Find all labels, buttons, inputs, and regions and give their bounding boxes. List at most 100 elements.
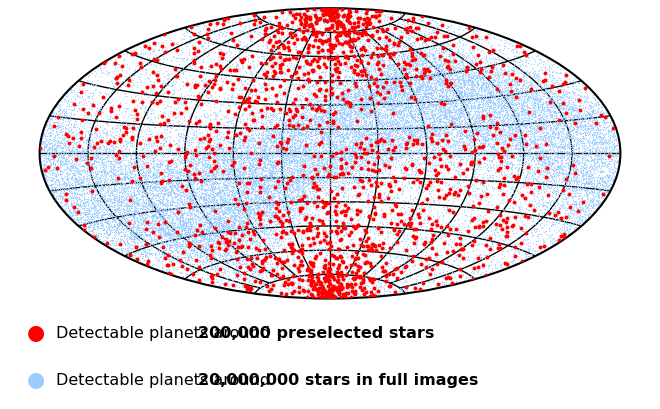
- Point: [562, 152, 572, 158]
- Point: [424, 157, 435, 163]
- Point: [239, 137, 249, 144]
- Point: [143, 231, 153, 238]
- Point: [550, 165, 561, 172]
- Point: [473, 92, 484, 99]
- Point: [216, 233, 227, 239]
- Point: [528, 232, 539, 238]
- Point: [61, 181, 72, 188]
- Point: [246, 267, 257, 274]
- Point: [157, 218, 168, 224]
- Point: [228, 202, 239, 208]
- Point: [461, 108, 471, 115]
- Point: [370, 89, 380, 95]
- Point: [230, 144, 241, 150]
- Point: [242, 286, 253, 292]
- Point: [271, 204, 281, 211]
- Point: [295, 141, 306, 147]
- Point: [384, 131, 395, 138]
- Point: [586, 151, 597, 157]
- Point: [253, 199, 264, 206]
- Point: [168, 137, 178, 143]
- Point: [440, 148, 451, 155]
- Point: [583, 177, 593, 183]
- Point: [410, 99, 420, 105]
- Point: [255, 178, 266, 184]
- Point: [172, 216, 182, 222]
- Point: [361, 135, 372, 141]
- Point: [268, 231, 279, 238]
- Point: [447, 166, 458, 172]
- Point: [544, 125, 555, 132]
- Point: [374, 144, 384, 151]
- Point: [392, 102, 403, 109]
- Point: [281, 116, 292, 122]
- Point: [502, 144, 512, 151]
- Point: [378, 285, 389, 291]
- Point: [508, 150, 518, 156]
- Point: [117, 217, 127, 223]
- Point: [257, 166, 268, 172]
- Point: [277, 147, 287, 154]
- Point: [84, 158, 95, 164]
- Point: [538, 155, 548, 162]
- Point: [41, 157, 51, 164]
- Point: [308, 184, 319, 191]
- Point: [610, 149, 621, 156]
- Point: [557, 186, 568, 193]
- Point: [249, 121, 259, 127]
- Point: [383, 190, 393, 196]
- Point: [322, 163, 333, 169]
- Point: [529, 248, 540, 255]
- Point: [233, 218, 244, 225]
- Point: [330, 125, 341, 132]
- Point: [543, 133, 553, 139]
- Point: [242, 96, 253, 102]
- Point: [152, 181, 163, 188]
- Point: [387, 86, 398, 92]
- Point: [277, 30, 287, 36]
- Point: [296, 205, 306, 211]
- Point: [92, 169, 102, 176]
- Point: [180, 225, 190, 231]
- Point: [475, 116, 485, 123]
- Point: [255, 241, 265, 248]
- Point: [77, 178, 88, 184]
- Point: [89, 103, 100, 110]
- Point: [72, 178, 82, 184]
- Point: [607, 174, 617, 181]
- Point: [139, 223, 149, 229]
- Point: [177, 269, 187, 276]
- Point: [483, 198, 494, 205]
- Point: [336, 101, 346, 108]
- Point: [329, 6, 340, 13]
- Point: [506, 165, 517, 172]
- Point: [185, 221, 195, 227]
- Point: [360, 242, 370, 248]
- Point: [203, 231, 213, 238]
- Point: [292, 36, 302, 42]
- Point: [543, 137, 554, 144]
- Point: [394, 146, 405, 153]
- Point: [278, 152, 288, 158]
- Point: [546, 101, 556, 107]
- Point: [386, 162, 397, 169]
- Point: [517, 119, 528, 125]
- Point: [411, 126, 422, 133]
- Point: [286, 98, 297, 104]
- Point: [141, 207, 151, 214]
- Point: [492, 122, 503, 128]
- Point: [248, 155, 259, 162]
- Point: [594, 118, 605, 125]
- Point: [213, 160, 224, 167]
- Point: [311, 128, 321, 135]
- Point: [271, 160, 281, 167]
- Point: [494, 108, 505, 115]
- Point: [257, 188, 268, 195]
- Point: [319, 288, 330, 295]
- Point: [231, 67, 242, 74]
- Point: [295, 88, 306, 95]
- Point: [404, 266, 414, 272]
- Point: [314, 196, 324, 202]
- Point: [144, 217, 154, 223]
- Point: [581, 187, 591, 193]
